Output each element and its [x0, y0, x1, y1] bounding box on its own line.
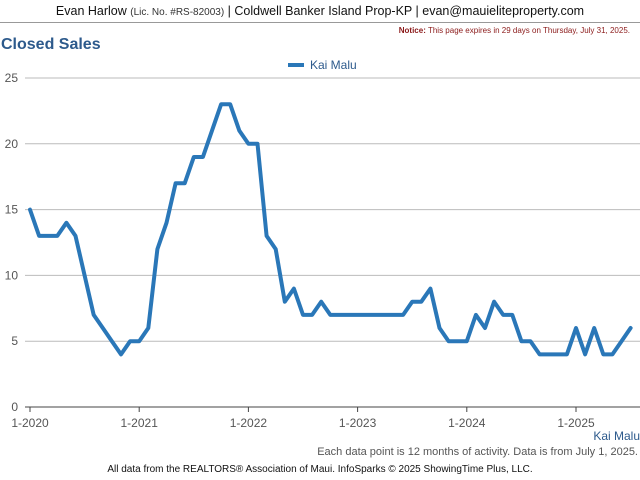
brokerage-name: Coldwell Banker Island Prop-KP: [234, 4, 413, 18]
x-tick-label: 1-2020: [11, 416, 49, 430]
y-tick-label: 10: [5, 268, 19, 282]
header-separator: |: [412, 4, 423, 18]
agent-name: Evan Harlow: [55, 4, 127, 18]
data-footnote: Each data point is 12 months of activity…: [317, 446, 638, 458]
x-tick-label: 1-2023: [339, 416, 377, 430]
y-tick-label: 0: [11, 400, 18, 414]
notice-text: This page expires in 29 days on Thursday…: [425, 26, 630, 35]
agent-header: Evan Harlow (Lic. No. #RS-82003) | Coldw…: [0, 0, 640, 23]
closed-sales-chart: 0 5 10 15 20 25 1-2020 1-2021 1-2022 1-2023 1-2024…: [5, 71, 640, 430]
series-line-kai-malu: [28, 102, 633, 357]
x-tick-label: 1-2025: [557, 416, 595, 430]
legend-label: Kai Malu: [310, 58, 357, 72]
legend-swatch: [288, 63, 304, 67]
chart-legend[interactable]: Kai Malu: [288, 58, 357, 72]
y-tick-label: 25: [5, 71, 19, 85]
x-tick-label: 1-2021: [121, 416, 159, 430]
page-title: Closed Sales: [1, 36, 101, 53]
license-number: (Lic. No. #RS-82003): [130, 7, 225, 18]
copyright-text: All data from the REALTORS® Association …: [107, 464, 533, 475]
y-tick-label: 5: [11, 334, 18, 348]
header-separator: |: [224, 4, 235, 18]
x-tick-label: 1-2024: [448, 416, 486, 430]
y-tick-label: 20: [5, 137, 19, 151]
series-corner-label: Kai Malu: [593, 429, 640, 443]
notice-label: Notice:: [398, 26, 426, 35]
y-tick-label: 15: [5, 203, 19, 217]
expiry-notice: Notice: This page expires in 29 days on …: [399, 26, 630, 35]
x-tick-label: 1-2022: [230, 416, 268, 430]
agent-email-link[interactable]: evan@mauieliteproperty.com: [422, 4, 585, 18]
